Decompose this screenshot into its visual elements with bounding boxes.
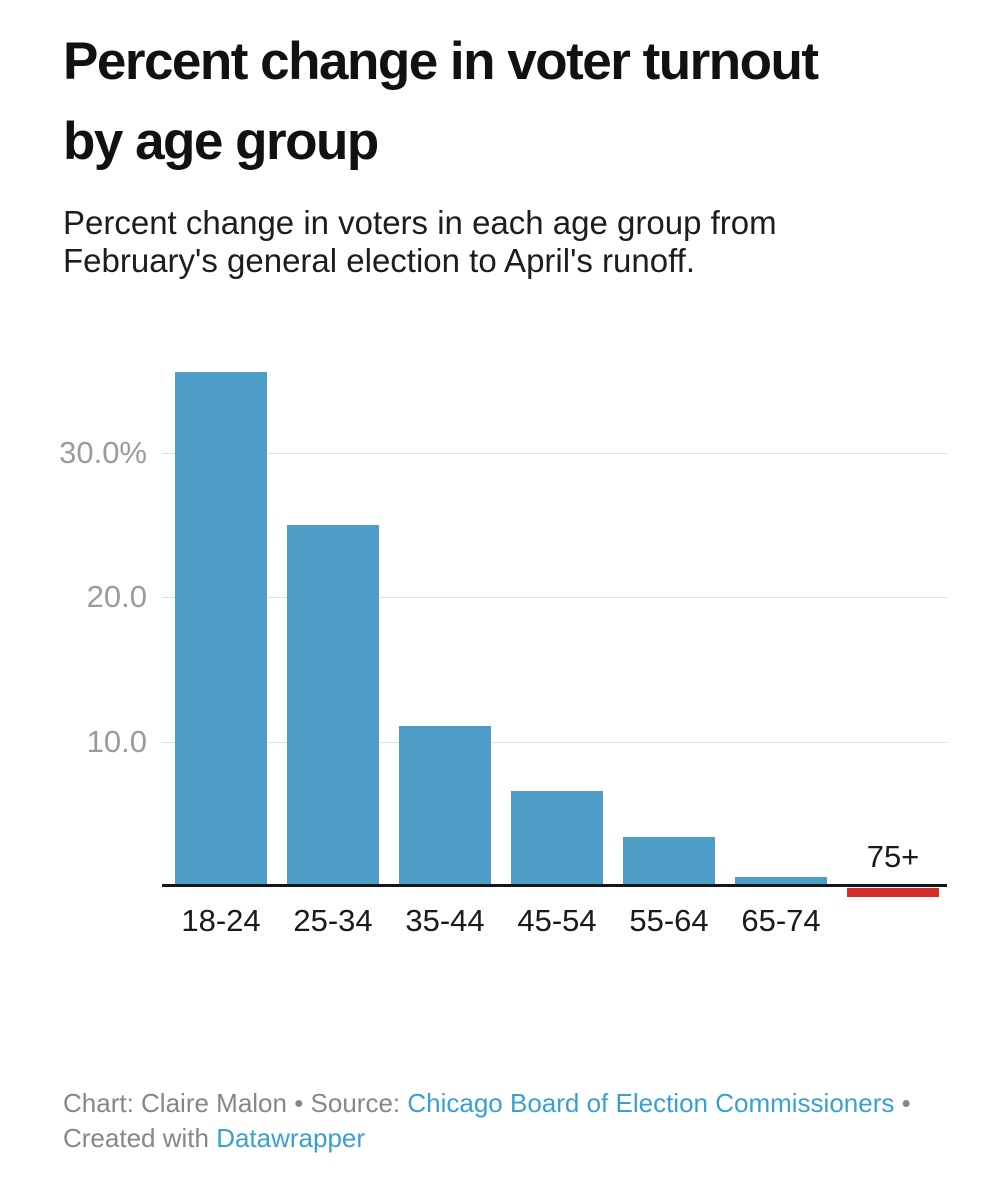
x-axis-label-45-54: 45-54 — [517, 903, 597, 938]
x-axis-label-18-24: 18-24 — [181, 903, 261, 938]
bar-18-24 — [175, 372, 267, 886]
footer-text-segment: Chart: Claire Malon • Source: — [63, 1088, 408, 1118]
x-axis-label-65-74: 65-74 — [741, 903, 821, 938]
bar-35-44 — [399, 726, 491, 886]
chart-subtitle: Percent change in voters in each age gro… — [63, 204, 963, 280]
bar-65-74 — [735, 877, 827, 886]
y-tick-label-30: 30.0% — [59, 435, 147, 470]
gridline-20 — [162, 597, 947, 598]
gridline-10 — [162, 742, 947, 743]
chart-subtitle-line-1: Percent change in voters in each age gro… — [63, 204, 777, 241]
chart-title: Percent change in voter turnout by age g… — [63, 22, 963, 182]
y-tick-label-10: 10.0 — [86, 724, 147, 759]
chart-footer: Chart: Claire Malon • Source: Chicago Bo… — [63, 1086, 943, 1156]
chart-subtitle-line-2: February's general election to April's r… — [63, 242, 695, 279]
x-axis-label-55-64: 55-64 — [629, 903, 709, 938]
chart-title-line-2: by age group — [63, 112, 379, 171]
x-axis-label-25-34: 25-34 — [293, 903, 373, 938]
bar-chart-plot-area: 30.0% 20.0 10.0 18-24 25-34 35-44 45-54 55-64 65… — [59, 372, 947, 938]
x-axis-label-35-44: 35-44 — [405, 903, 485, 938]
bar-75plus — [847, 888, 939, 897]
chart-title-line-1: Percent change in voter turnout — [63, 32, 819, 91]
footer-text-segment: • Created with — [63, 1088, 911, 1153]
x-axis-baseline — [162, 884, 947, 887]
x-axis-label-75plus: 75+ — [866, 839, 920, 874]
bar-45-54 — [511, 791, 603, 886]
gridline-30 — [162, 453, 947, 454]
source-link[interactable]: Chicago Board of Election Commissioners — [407, 1088, 895, 1118]
bar-55-64 — [623, 837, 715, 886]
datawrapper-link[interactable]: Datawrapper — [216, 1123, 366, 1153]
y-tick-label-20: 20.0 — [86, 579, 147, 614]
bar-25-34 — [287, 525, 379, 886]
